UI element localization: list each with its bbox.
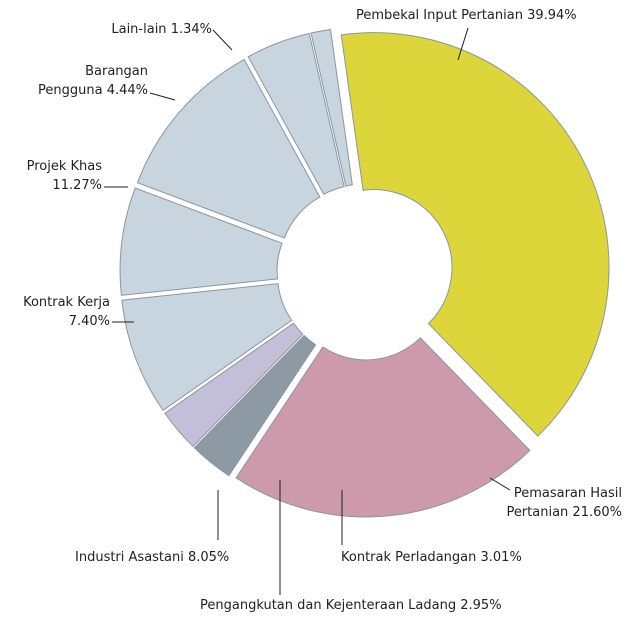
slice-label: Projek Khas 11.27%	[10, 157, 102, 195]
pie-slice	[310, 28, 353, 187]
label-value: 21.60%	[572, 505, 622, 520]
slice-label: Pengangkutan dan Kejenteraan Ladang 2.95…	[200, 596, 620, 615]
label-name: Kontrak Kerja	[23, 295, 110, 310]
label-name: Pengangkutan dan Kejenteraan Ladang	[200, 598, 457, 613]
label-value: 11.27%	[52, 178, 102, 193]
slice-label: Barangan Pengguna 4.44%	[36, 62, 148, 100]
leader-lines	[104, 27, 511, 595]
label-name: Pemasaran Hasil Pertanian	[506, 486, 622, 520]
slice-label: Industri Asastani 8.05%	[75, 548, 275, 567]
label-value: 3.01%	[480, 550, 522, 565]
slice-label: Pemasaran Hasil Pertanian 21.60%	[490, 484, 622, 522]
slice-label: Pembekal Input Pertanian 39.94%	[356, 6, 626, 25]
pie-slice	[121, 283, 293, 411]
label-value: 4.44%	[106, 83, 148, 98]
pie-slice	[193, 334, 317, 477]
pie-slice	[247, 32, 345, 195]
label-name: Lain-lain	[111, 22, 167, 37]
pie-slice	[235, 337, 531, 518]
pie-slice	[340, 32, 610, 437]
label-name: Kontrak Perladangan	[341, 550, 477, 565]
label-name: Barangan Pengguna	[37, 64, 148, 98]
slice-label: Kontrak Perladangan 3.01%	[341, 548, 581, 567]
label-value: 7.40%	[68, 314, 110, 329]
slice-label: Kontrak Kerja 7.40%	[18, 293, 110, 331]
pie-slice	[164, 322, 304, 448]
label-name: Industri Asastani	[75, 550, 184, 565]
label-name: Pembekal Input Pertanian	[356, 8, 523, 23]
slice-label: Lain-lain 1.34%	[60, 20, 212, 39]
label-value: 1.34%	[170, 22, 212, 37]
pie-slice	[119, 187, 283, 296]
label-value: 39.94%	[527, 8, 577, 23]
label-value: 2.95%	[460, 598, 502, 613]
label-name: Projek Khas	[26, 159, 102, 174]
pie-slice	[136, 58, 321, 239]
label-value: 8.05%	[187, 550, 230, 565]
